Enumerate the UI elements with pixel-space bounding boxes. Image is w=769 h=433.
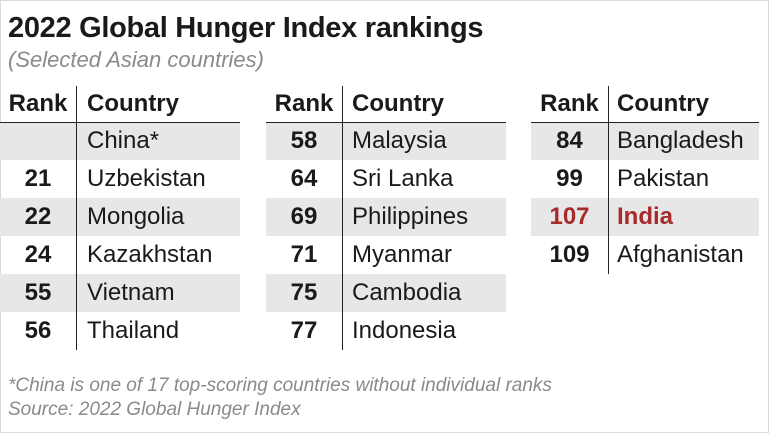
table-row: 109 Afghanistan	[531, 236, 759, 274]
rank-cell: 109	[549, 241, 590, 268]
country-cell: Mongolia	[87, 203, 185, 230]
country-cell: Indonesia	[352, 317, 457, 344]
rank-cell: 77	[290, 317, 318, 344]
rank-table-2: Rank Country 58 Malaysia 64 Sri Lanka 69 Philip…	[266, 86, 506, 350]
country-header: Country	[617, 90, 709, 117]
header-rule	[0, 122, 240, 123]
country-cell: Kazakhstan	[87, 241, 213, 268]
chart-title: 2022 Global Hunger Index rankings	[8, 12, 484, 44]
country-cell: Pakistan	[617, 165, 710, 192]
header-rule	[266, 122, 506, 123]
rank-cell: 55	[24, 279, 52, 306]
country-cell: Vietnam	[87, 279, 175, 306]
table-row: 75 Cambodia	[266, 274, 506, 312]
column-divider	[76, 86, 77, 350]
table-header: Rank Country	[531, 86, 759, 122]
country-cell: India	[617, 203, 674, 230]
country-cell: Myanmar	[352, 241, 453, 268]
source-note: Source: 2022 Global Hunger Index	[8, 399, 301, 420]
country-cell: Sri Lanka	[352, 165, 454, 192]
table-row: 69 Philippines	[266, 198, 506, 236]
table-row: 22 Mongolia	[0, 198, 240, 236]
rank-cell: 99	[556, 165, 583, 192]
rank-cell: 107	[549, 203, 590, 230]
column-divider	[608, 86, 609, 274]
country-header: Country	[87, 90, 179, 117]
country-header: Country	[352, 90, 444, 117]
footnote: *China is one of 17 top-scoring countrie…	[8, 375, 552, 396]
country-cell: Bangladesh	[617, 127, 744, 154]
country-cell: Afghanistan	[617, 241, 744, 268]
country-cell: Philippines	[352, 203, 469, 230]
table-row: 58 Malaysia	[266, 122, 506, 160]
rank-cell: 24	[24, 241, 52, 268]
rank-header: Rank	[8, 90, 68, 117]
rank-cell: 21	[24, 165, 52, 192]
rank-cell: 71	[290, 241, 318, 268]
rank-cell: 84	[556, 127, 583, 154]
table-row: 77 Indonesia	[266, 312, 506, 350]
rank-table-1: Rank Country China* 21 Uzbekistan 22 Mongolia 2…	[0, 86, 240, 350]
rank-table-3: Rank Country 84 Bangladesh 99 Pakistan 107 Indi…	[531, 86, 759, 274]
table-row: 99 Pakistan	[531, 160, 759, 198]
chart-subtitle: (Selected Asian countries)	[8, 47, 264, 72]
country-cell: Cambodia	[352, 279, 462, 306]
table-header: Rank Country	[266, 86, 506, 122]
rank-cell: 56	[24, 317, 52, 344]
rank-cell: 22	[24, 203, 52, 230]
table-row: 24 Kazakhstan	[0, 236, 240, 274]
table-row: 56 Thailand	[0, 312, 240, 350]
table-row: 64 Sri Lanka	[266, 160, 506, 198]
country-cell: Uzbekistan	[87, 165, 206, 192]
country-cell: China*	[87, 127, 160, 154]
rank-cell: 58	[290, 127, 318, 154]
table-row: China*	[0, 122, 240, 160]
rank-cell: 75	[290, 279, 318, 306]
table-row: 21 Uzbekistan	[0, 160, 240, 198]
rank-header: Rank	[540, 90, 599, 117]
rank-cell: 69	[290, 203, 318, 230]
table-row: 107 India	[531, 198, 759, 236]
table-row: 84 Bangladesh	[531, 122, 759, 160]
table-row: 71 Myanmar	[266, 236, 506, 274]
country-cell: Malaysia	[352, 127, 447, 154]
country-cell: Thailand	[87, 317, 180, 344]
rank-header: Rank	[274, 90, 334, 117]
rank-cell: 64	[290, 165, 318, 192]
table-header: Rank Country	[0, 86, 240, 122]
column-divider	[342, 86, 343, 350]
header-rule	[531, 122, 759, 123]
table-row: 55 Vietnam	[0, 274, 240, 312]
